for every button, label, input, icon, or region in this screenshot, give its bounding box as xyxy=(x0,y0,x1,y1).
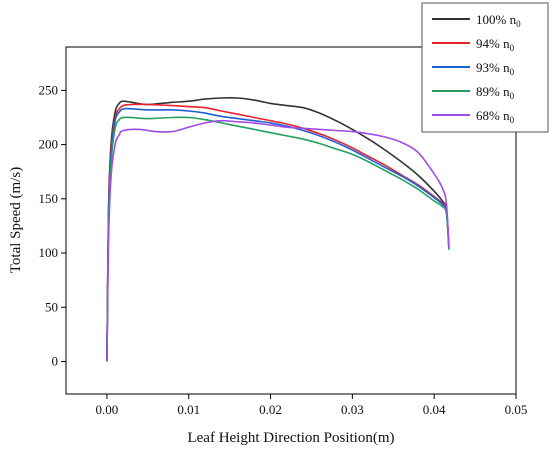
series-group xyxy=(106,96,450,362)
series-line-100pct xyxy=(106,96,450,362)
series-line-94pct xyxy=(106,103,450,362)
y-tick-label: 150 xyxy=(39,191,59,206)
x-tick-label: 0.03 xyxy=(341,402,364,417)
y-tick-label: 0 xyxy=(52,353,59,368)
legend-label: 100% n0 xyxy=(476,12,521,29)
legend-label: 93% n0 xyxy=(476,60,515,77)
y-tick-label: 200 xyxy=(39,137,59,152)
legend-label: 68% n0 xyxy=(476,108,515,125)
y-tick-label: 250 xyxy=(39,82,59,97)
series-line-68pct xyxy=(106,119,450,362)
series-line-93pct xyxy=(106,107,450,362)
x-tick-label: 0.02 xyxy=(259,402,282,417)
x-axis-title: Leaf Height Direction Position(m) xyxy=(187,430,394,446)
x-tick-label: 0.01 xyxy=(177,402,200,417)
x-tick-label: 0.05 xyxy=(505,402,528,417)
x-tick-label: 0.04 xyxy=(423,402,446,417)
legend-label: 94% n0 xyxy=(476,36,515,53)
legend-label: 89% n0 xyxy=(476,84,515,101)
legend: 100% n0 94% n0 93% n0 89% n0 68% n0 xyxy=(421,2,549,133)
y-tick-label: 50 xyxy=(45,299,58,314)
legend-items: 100% n0 94% n0 93% n0 89% n0 68% n0 xyxy=(432,12,521,125)
plot-frame xyxy=(65,46,517,395)
axis-ticks: 0.00 0.01 0.02 0.03 0.04 0.05 0 50 100 150 200 250 xyxy=(39,82,528,417)
x-tick-label: 0.00 xyxy=(96,402,119,417)
y-tick-label: 100 xyxy=(39,245,59,260)
y-axis-title: Total Speed (m/s) xyxy=(8,167,24,273)
series-line-89pct xyxy=(106,116,450,362)
